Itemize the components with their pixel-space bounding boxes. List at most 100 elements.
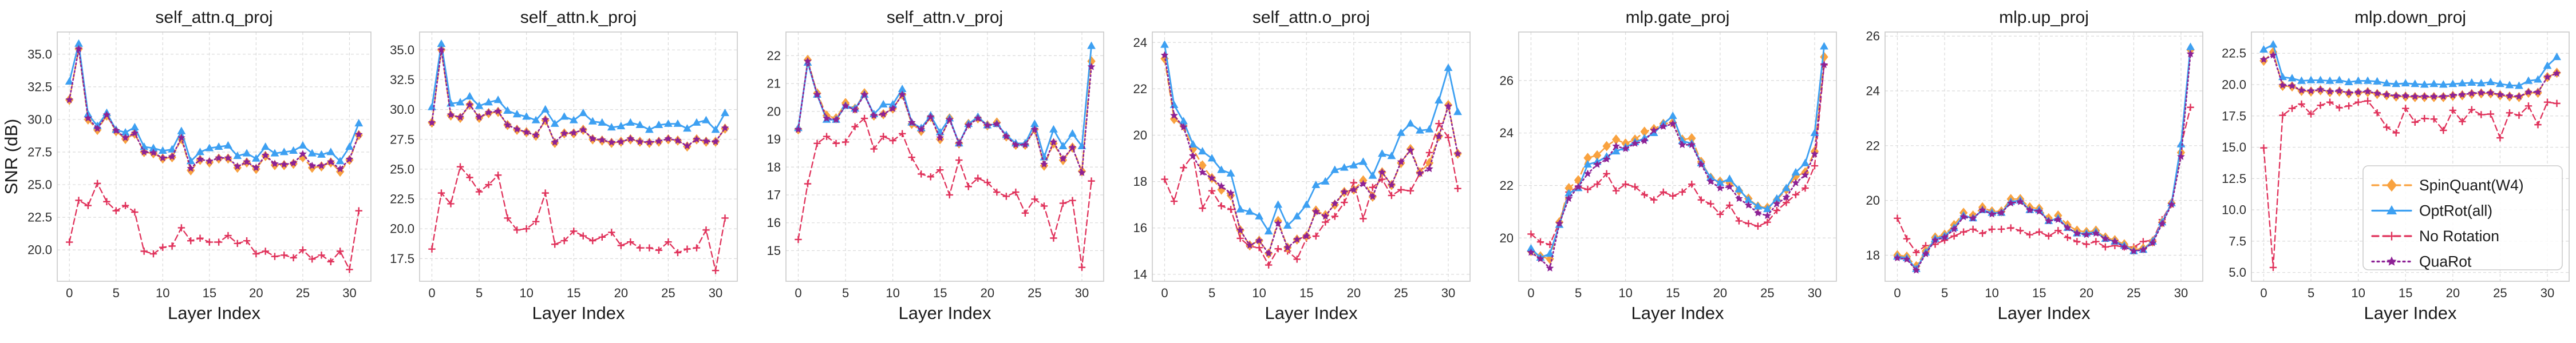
panel-background	[1477, 0, 1843, 343]
marker-plus	[1754, 222, 1762, 230]
marker-triangle	[1546, 249, 1554, 257]
marker-triangle	[598, 118, 607, 126]
marker-triangle	[1188, 139, 1198, 148]
marker-triangle	[1668, 111, 1677, 119]
y-tick-label: 30.0	[390, 102, 414, 117]
marker-star	[2288, 82, 2296, 90]
marker-star	[2073, 229, 2081, 237]
marker-star	[65, 95, 74, 103]
marker-star	[983, 121, 991, 129]
marker-plus	[2307, 110, 2315, 118]
marker-star	[2101, 234, 2109, 242]
marker-star	[1669, 119, 1677, 127]
marker-plus	[1697, 196, 1705, 204]
marker-plus	[428, 245, 436, 253]
chart-panel-self-attn-v-proj: self_attn.v_proj 15 16 17 18 19 20 21 22 0 5 10 15 20…	[744, 0, 1111, 343]
marker-plus	[1397, 186, 1405, 193]
marker-star	[2345, 89, 2353, 97]
marker-star	[588, 134, 597, 142]
marker-star	[2082, 230, 2091, 238]
marker-plus	[617, 242, 625, 249]
x-tick-label: 15	[203, 286, 216, 300]
marker-star	[1621, 145, 1630, 153]
y-tick-label: 14	[1133, 267, 1147, 281]
marker-plus	[570, 228, 578, 235]
x-tick-label: 25	[1394, 286, 1408, 300]
marker-star	[1236, 226, 1244, 234]
marker-star	[2420, 92, 2429, 100]
marker-star	[2016, 197, 2025, 205]
series-line-no-rotation	[431, 166, 726, 272]
marker-star	[1040, 160, 1048, 168]
marker-star	[475, 113, 483, 121]
marker-triangle	[326, 147, 335, 155]
y-tick-label: 20	[1133, 128, 1147, 142]
series-markers-no-rotation	[795, 114, 1095, 271]
x-tick-labels: 0 5 10 15 20 25 30	[66, 286, 357, 300]
marker-plus	[1331, 213, 1338, 220]
marker-triangle	[617, 122, 626, 130]
marker-plus	[309, 255, 316, 263]
marker-triangle	[475, 101, 484, 109]
marker-triangle	[1349, 161, 1358, 169]
marker-plus	[1040, 202, 1048, 210]
marker-plus	[927, 173, 934, 181]
marker-star	[1688, 141, 1696, 149]
plot-frame	[1518, 31, 1837, 282]
marker-star	[560, 129, 568, 137]
marker-triangle	[1397, 128, 1405, 136]
series-markers-quarot	[794, 57, 1096, 176]
marker-star	[1217, 182, 1226, 190]
marker-plus	[2387, 232, 2396, 241]
x-tick-label: 30	[1075, 286, 1089, 300]
marker-plus	[804, 180, 812, 188]
y-tick-labels: 18 20 22 24 26	[1866, 29, 1880, 262]
marker-star	[1349, 185, 1358, 193]
marker-star	[149, 148, 157, 156]
chart-mlp-down-proj: mlp.down_proj 5.0 7.5 10.0 12.5 15.0 17.5 20.0 2…	[2210, 0, 2576, 343]
marker-plus	[2288, 105, 2296, 112]
marker-plus	[2468, 106, 2476, 114]
marker-star	[465, 101, 474, 109]
marker-triangle	[2325, 76, 2334, 84]
marker-plus	[1978, 229, 1986, 237]
marker-plus	[2440, 126, 2447, 134]
marker-triangle	[531, 115, 540, 123]
marker-triangle	[879, 99, 888, 107]
marker-star	[1564, 194, 1573, 202]
y-tick-labels: 17.5 20.0 22.5 25.0 27.5 30.0 32.5 35.0	[390, 43, 414, 266]
marker-star	[494, 107, 502, 115]
marker-plus	[1631, 183, 1639, 190]
marker-plus	[898, 130, 906, 138]
marker-star	[1059, 154, 1067, 162]
plot-frame	[419, 31, 738, 282]
marker-triangle	[2259, 45, 2268, 53]
marker-plus	[560, 237, 568, 245]
chart-panel-mlp-up-proj: mlp.up_proj 18 20 22 24 26 0 5 10 15 20 25 30 Layer I…	[1843, 0, 2210, 343]
legend-entry-no-rotation: No Rotation	[2371, 228, 2499, 245]
marker-triangle	[74, 39, 83, 47]
marker-triangle	[1527, 244, 1535, 252]
marker-plus	[140, 248, 148, 255]
marker-plus	[1031, 196, 1038, 203]
marker-star	[327, 157, 335, 165]
marker-plus	[2298, 100, 2305, 108]
x-tick-label: 15	[1299, 286, 1313, 300]
marker-plus	[598, 233, 606, 241]
marker-star	[261, 151, 270, 159]
marker-star	[1922, 249, 1930, 257]
y-tick-label: 22	[1500, 178, 1514, 193]
marker-plus	[271, 253, 279, 260]
marker-triangle	[1255, 212, 1264, 220]
marker-triangle	[1236, 205, 1245, 213]
y-tick-label: 24	[1500, 126, 1514, 140]
series-line-no-rotation	[1897, 106, 2191, 253]
marker-triangle	[1368, 171, 1377, 179]
marker-triangle	[560, 112, 569, 120]
marker-star	[1583, 169, 1592, 177]
marker-star	[1678, 141, 1686, 149]
marker-plus	[2515, 111, 2523, 119]
marker-star	[532, 131, 540, 139]
marker-triangle	[345, 142, 354, 150]
